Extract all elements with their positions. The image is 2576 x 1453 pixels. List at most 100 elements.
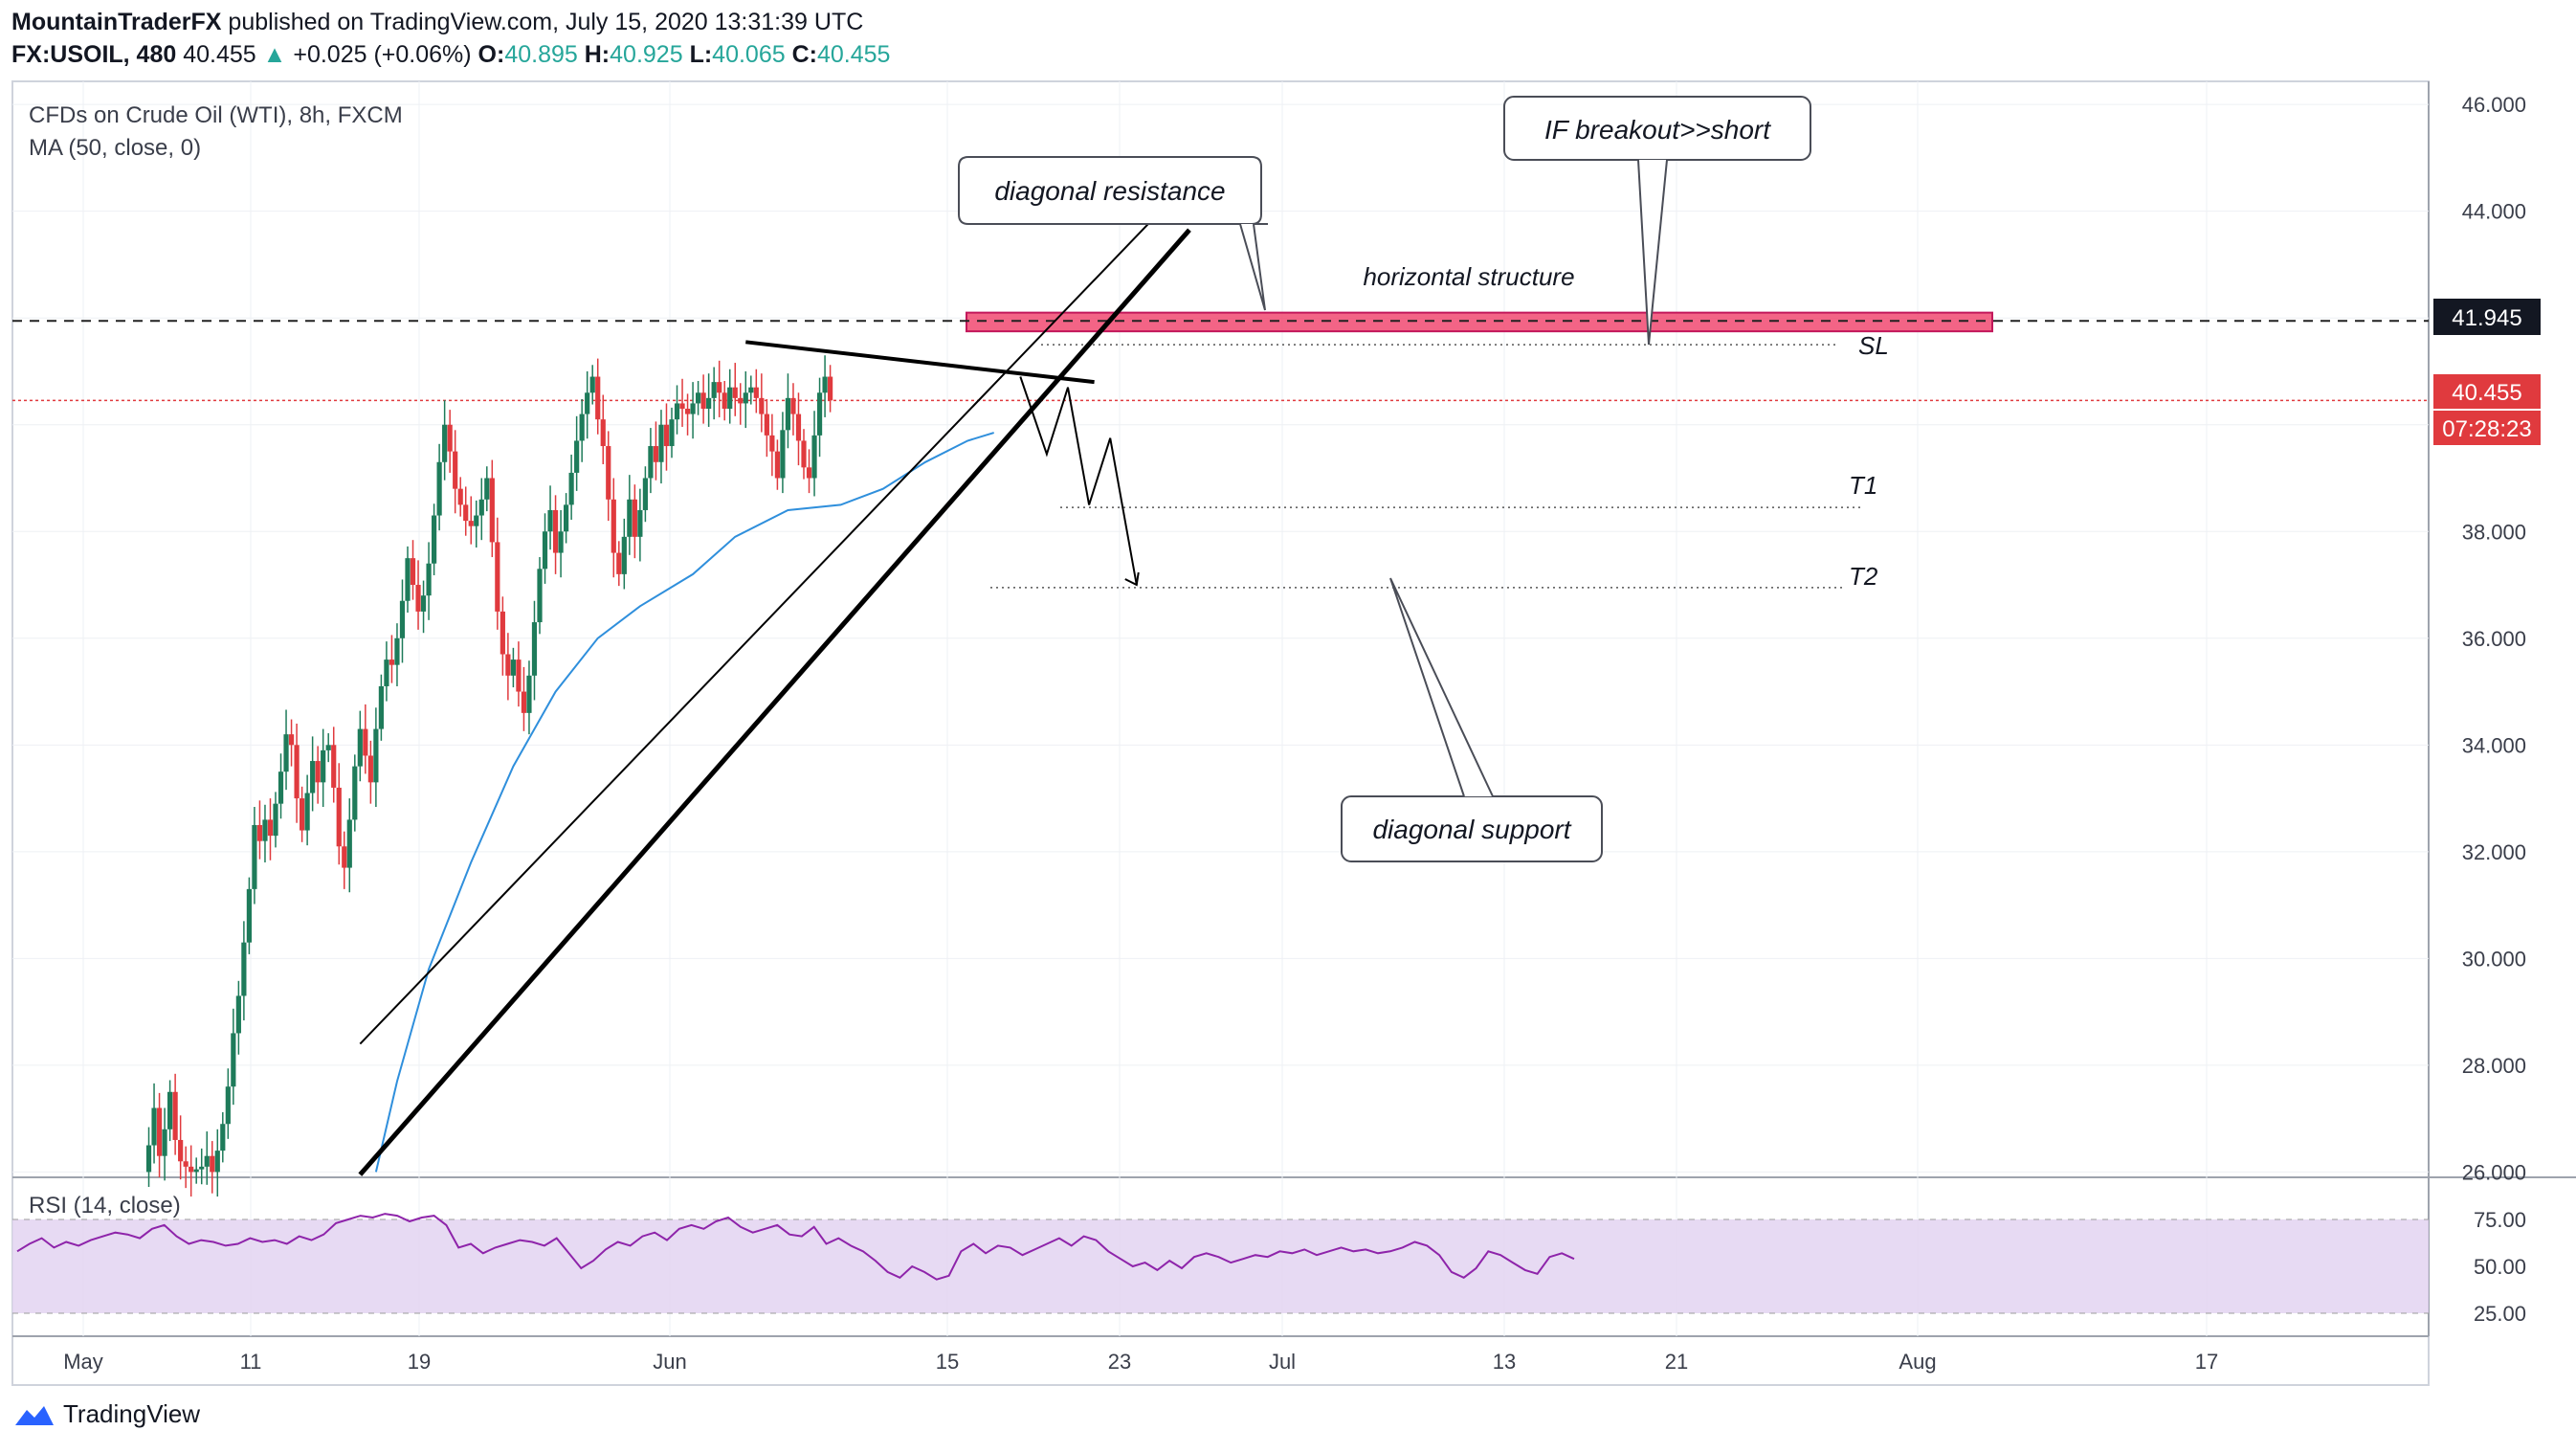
candle-body bbox=[294, 745, 300, 799]
candle-body bbox=[801, 440, 807, 468]
candle bbox=[357, 710, 363, 782]
candle bbox=[442, 400, 448, 481]
candle-body bbox=[732, 387, 738, 398]
breakout-label: IF breakout>>short bbox=[1544, 115, 1771, 145]
candle-body bbox=[156, 1107, 163, 1156]
rsi-band bbox=[12, 1219, 2429, 1313]
rsi-tick-label: 25.00 bbox=[2474, 1302, 2526, 1326]
candle-body bbox=[552, 509, 559, 553]
candle bbox=[156, 1092, 163, 1177]
candle-body bbox=[616, 552, 622, 574]
candle bbox=[331, 726, 337, 803]
diagonal-support-label: diagonal support bbox=[1372, 815, 1571, 844]
candle bbox=[648, 428, 654, 494]
candle-body bbox=[816, 392, 823, 436]
author-name[interactable]: MountainTraderFX bbox=[11, 9, 222, 35]
candle-body bbox=[331, 745, 337, 788]
candle bbox=[214, 1129, 220, 1197]
candle-body bbox=[447, 424, 453, 452]
candle-body bbox=[579, 414, 585, 441]
t1-label: T1 bbox=[1849, 471, 1877, 500]
candle-body bbox=[679, 403, 685, 410]
candle bbox=[727, 369, 733, 424]
candle bbox=[478, 478, 484, 541]
callout-breakout[interactable]: IF breakout>>short bbox=[1503, 96, 1811, 346]
chart-canvas[interactable]: CFDs on Crude Oil (WTI), 8h, FXCM MA (50… bbox=[0, 80, 2576, 1392]
candle-body bbox=[653, 446, 659, 462]
candle-body bbox=[336, 787, 342, 847]
candle-body bbox=[484, 478, 490, 500]
rsi-legend[interactable]: RSI (14, close) bbox=[29, 1193, 181, 1218]
candle-body bbox=[637, 509, 643, 537]
candle bbox=[500, 596, 505, 676]
rsi-tick-label: 75.00 bbox=[2474, 1208, 2526, 1232]
candle-body bbox=[642, 478, 648, 510]
candle bbox=[474, 500, 479, 548]
candle bbox=[283, 709, 289, 791]
candle-body bbox=[606, 446, 611, 500]
change-value: +0.025 (+0.06%) bbox=[293, 41, 472, 68]
horizontal-structure-label: horizontal structure bbox=[1363, 262, 1574, 291]
candle-body bbox=[743, 392, 748, 404]
candle bbox=[521, 666, 527, 731]
low-label: L: bbox=[689, 41, 713, 68]
candle bbox=[432, 503, 437, 575]
candle bbox=[816, 377, 823, 458]
candle bbox=[722, 381, 727, 421]
price-tick-label: 28.000 bbox=[2462, 1054, 2526, 1078]
rsi-line bbox=[16, 1213, 1575, 1281]
candle bbox=[399, 579, 406, 663]
callout-diagonal-support[interactable]: diagonal support bbox=[1341, 577, 1603, 862]
candle-body bbox=[521, 691, 527, 713]
candle-body bbox=[410, 558, 416, 586]
candle bbox=[256, 800, 263, 860]
candle bbox=[589, 365, 595, 405]
candle bbox=[632, 484, 637, 559]
candle-body bbox=[183, 1161, 189, 1167]
candle bbox=[495, 517, 500, 630]
candle bbox=[463, 486, 469, 536]
candle bbox=[531, 600, 538, 701]
candle-body bbox=[178, 1139, 184, 1162]
candle-body bbox=[611, 499, 616, 553]
low-value: 40.065 bbox=[712, 41, 786, 68]
candle bbox=[669, 407, 675, 458]
candle bbox=[410, 540, 416, 600]
symbol[interactable]: FX:USOIL, 480 bbox=[11, 41, 177, 68]
price-badge-text: 40.455 bbox=[2452, 380, 2521, 406]
candle-body bbox=[342, 846, 347, 868]
candle bbox=[300, 786, 305, 842]
candle bbox=[637, 488, 643, 562]
callout-diagonal-resistance[interactable]: diagonal resistance bbox=[958, 156, 1268, 311]
candle-body bbox=[214, 1151, 220, 1173]
candle-body bbox=[394, 637, 400, 665]
price-tick-label: 44.000 bbox=[2462, 200, 2526, 224]
candle-body bbox=[363, 728, 368, 756]
candle bbox=[627, 475, 633, 555]
last-price: 40.455 bbox=[183, 41, 256, 68]
time-tick-label: 23 bbox=[1108, 1350, 1131, 1374]
candle bbox=[178, 1115, 184, 1180]
ma-legend[interactable]: MA (50, close, 0) bbox=[29, 135, 201, 161]
candle bbox=[547, 485, 553, 550]
candle-body bbox=[663, 424, 670, 447]
candle bbox=[679, 378, 685, 427]
candle-body bbox=[589, 376, 595, 393]
candle bbox=[447, 410, 453, 473]
tradingview-footer[interactable]: TradingView bbox=[13, 1399, 200, 1429]
candle bbox=[151, 1083, 157, 1164]
instrument-legend[interactable]: CFDs on Crude Oil (WTI), 8h, FXCM bbox=[29, 102, 403, 128]
projection-arrowhead-icon bbox=[1124, 571, 1140, 587]
candle bbox=[336, 763, 342, 865]
candle-body bbox=[220, 1124, 226, 1151]
candle-body bbox=[457, 488, 463, 505]
candle bbox=[663, 403, 670, 471]
candle-body bbox=[357, 728, 363, 767]
candle-body bbox=[500, 611, 505, 655]
countdown-badge-text: 07:28:23 bbox=[2442, 416, 2531, 442]
level-badge-text: 41.945 bbox=[2452, 305, 2521, 331]
candle bbox=[700, 374, 706, 424]
candle-body bbox=[568, 472, 574, 505]
level-badge: 41.945 bbox=[2433, 299, 2541, 335]
candle bbox=[415, 560, 421, 630]
